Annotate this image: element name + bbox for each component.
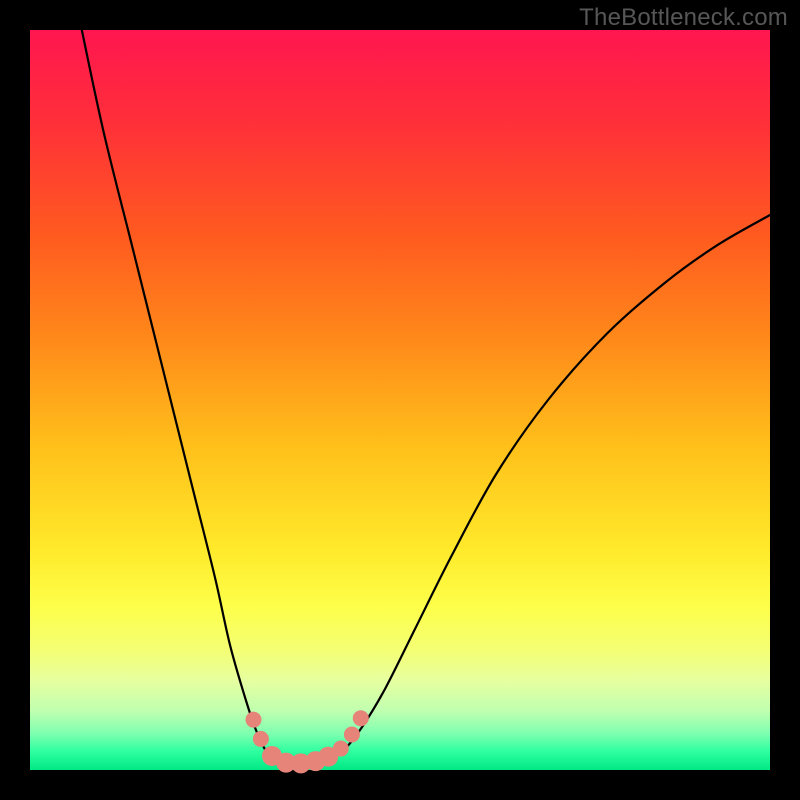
bottleneck-curve-chart xyxy=(0,0,800,800)
valley-marker xyxy=(245,712,261,728)
watermark-label: TheBottleneck.com xyxy=(579,4,788,32)
valley-marker xyxy=(353,710,369,726)
valley-marker xyxy=(253,731,269,747)
valley-marker xyxy=(333,741,349,757)
chart-container: TheBottleneck.com xyxy=(0,0,800,800)
valley-marker xyxy=(344,726,360,742)
